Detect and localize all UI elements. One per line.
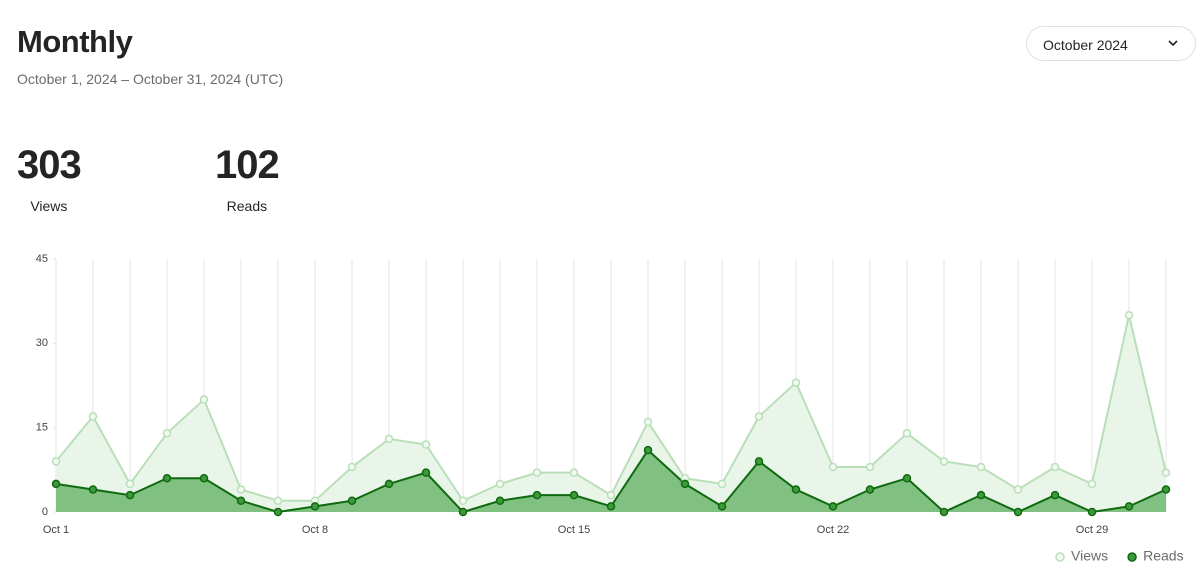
data-point — [88, 485, 98, 494]
x-tick-label: Oct 22 — [817, 524, 849, 536]
dropdown-label: October 2024 — [1043, 37, 1128, 53]
data-point — [569, 468, 579, 477]
stat-number: 102 — [215, 143, 280, 187]
data-point — [717, 479, 727, 489]
data-point — [902, 474, 912, 483]
legend-marker — [1055, 552, 1065, 562]
stat-reads: 102 Reads — [215, 142, 280, 214]
x-tick-label: Oct 1 — [43, 524, 69, 536]
y-tick-label: 15 — [36, 422, 48, 434]
data-point — [1124, 310, 1134, 320]
data-point — [717, 502, 727, 511]
data-point — [865, 462, 875, 472]
x-tick-label: Oct 29 — [1076, 524, 1108, 536]
data-point — [1087, 479, 1097, 489]
data-point — [828, 462, 838, 472]
x-tick-label: Oct 15 — [558, 524, 590, 536]
data-point — [791, 378, 801, 387]
data-point — [532, 490, 542, 500]
stat-label: Reads — [226, 198, 268, 214]
data-point — [458, 496, 468, 506]
data-point — [1050, 490, 1060, 500]
data-point — [1050, 462, 1060, 472]
data-point — [125, 490, 135, 500]
legend-marker — [1127, 552, 1137, 562]
y-tick-label: 30 — [36, 337, 48, 349]
data-point — [976, 462, 986, 472]
data-point — [902, 429, 912, 438]
data-point — [939, 457, 949, 466]
data-point — [384, 434, 394, 444]
data-point — [162, 474, 172, 483]
data-point — [754, 457, 764, 466]
legend-label: Views — [1071, 548, 1108, 564]
data-point — [1013, 507, 1023, 517]
data-point — [162, 429, 172, 438]
y-tick-label: 45 — [36, 253, 48, 265]
data-point — [421, 440, 431, 449]
data-point — [939, 507, 949, 517]
stat-number: 303 — [17, 143, 82, 187]
legend-label: Reads — [1143, 548, 1183, 564]
y-tick-label: 0 — [42, 506, 48, 518]
data-point — [347, 496, 357, 506]
data-point — [51, 479, 61, 489]
data-point — [754, 412, 764, 421]
data-point — [606, 490, 616, 500]
stat-views: 303 Views — [17, 142, 82, 214]
x-tick-label: Oct 8 — [302, 524, 328, 536]
page-title: Monthly — [17, 24, 133, 59]
data-point — [569, 490, 579, 500]
data-point — [1161, 468, 1171, 477]
data-point — [88, 412, 98, 421]
area-fill — [56, 315, 1166, 512]
data-point — [606, 502, 616, 511]
data-point — [680, 479, 690, 489]
data-point — [199, 474, 209, 483]
data-point — [532, 468, 542, 477]
data-point — [125, 479, 135, 489]
data-point — [1013, 485, 1023, 494]
month-dropdown[interactable]: October 2024 — [1026, 26, 1196, 61]
data-point — [51, 457, 61, 466]
data-point — [199, 395, 209, 404]
data-point — [273, 496, 283, 506]
data-point — [273, 507, 283, 517]
data-point — [1124, 502, 1134, 511]
data-point — [495, 479, 505, 489]
data-point — [791, 485, 801, 494]
data-point — [421, 468, 431, 477]
chevron-icon — [1168, 40, 1178, 47]
data-point — [236, 485, 246, 494]
data-point — [643, 417, 653, 427]
data-point — [458, 507, 468, 517]
data-point — [1161, 485, 1171, 494]
data-point — [1087, 507, 1097, 517]
data-point — [347, 462, 357, 472]
area-fill — [56, 450, 1166, 512]
data-point — [384, 479, 394, 489]
data-point — [643, 445, 653, 455]
stat-label: Views — [30, 198, 68, 214]
data-point — [976, 490, 986, 500]
data-point — [828, 502, 838, 511]
data-point — [310, 502, 320, 511]
data-point — [865, 485, 875, 494]
data-point — [495, 496, 505, 506]
chart: Oct 1 Oct 8 Oct 15 Oct 22 Oct 29 0 15 30 45 Views… — [36, 253, 1184, 564]
data-point — [236, 496, 246, 506]
date-range: October 1, 2024 – October 31, 2024 (UTC) — [17, 71, 284, 87]
